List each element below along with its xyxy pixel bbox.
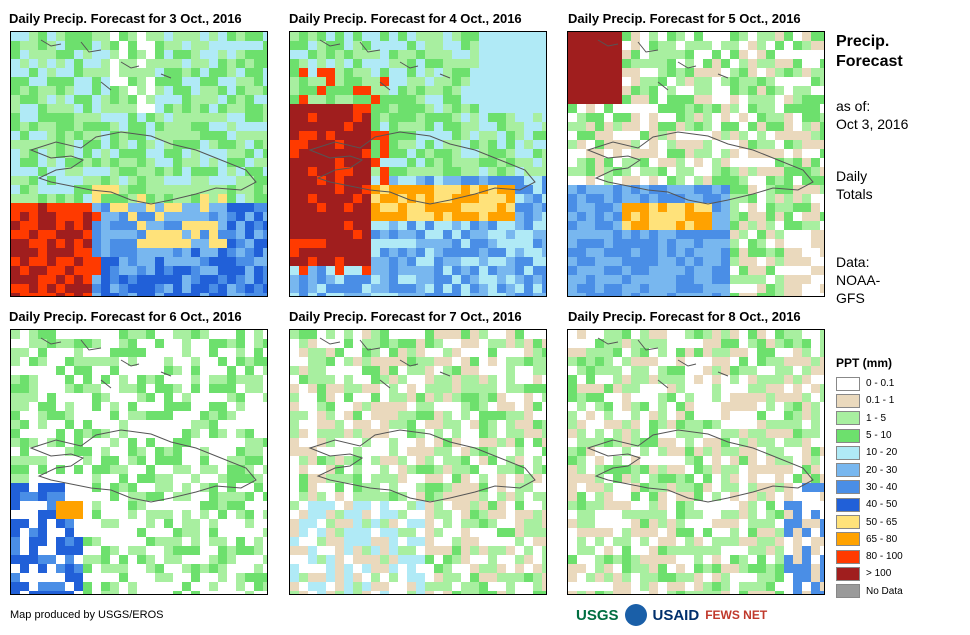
legend-label: 30 - 40 bbox=[866, 481, 898, 493]
data-source-block: Data: NOAA- GFS bbox=[836, 253, 880, 307]
legend-label: 0.1 - 1 bbox=[866, 395, 895, 407]
legend-rows: 0 - 0.1 0.1 - 1 1 - 5 5 - 10 10 - 20 20 - 30 3… bbox=[836, 375, 903, 600]
panel-title-5: Daily Precip. Forecast for 7 Oct., 2016 bbox=[289, 309, 522, 324]
ppt-legend: PPT (mm) 0 - 0.1 0.1 - 1 1 - 5 5 - 10 10 - 2… bbox=[836, 356, 903, 600]
legend-label: 20 - 30 bbox=[866, 464, 898, 476]
bahamas-outline bbox=[40, 39, 172, 91]
legend-swatch bbox=[836, 428, 860, 443]
side-title-line1: Precip. bbox=[836, 33, 890, 50]
legend-item: 65 - 80 bbox=[836, 531, 903, 548]
precip-raster bbox=[290, 32, 546, 296]
legend-swatch bbox=[836, 463, 860, 478]
as-of-block: as of: Oct 3, 2016 bbox=[836, 97, 908, 133]
legend-label: 40 - 50 bbox=[866, 499, 898, 511]
legend-label: No Data bbox=[866, 585, 903, 597]
legend-label: 10 - 20 bbox=[866, 447, 898, 459]
hispaniola-outline bbox=[586, 429, 814, 503]
forecast-map-2 bbox=[289, 31, 547, 297]
usaid-logo: USAID bbox=[652, 606, 700, 624]
legend-swatch bbox=[836, 584, 860, 599]
legend-swatch bbox=[836, 376, 860, 391]
panel-title-2: Daily Precip. Forecast for 4 Oct., 2016 bbox=[289, 11, 522, 26]
legend-swatch bbox=[836, 532, 860, 547]
forecast-map-3 bbox=[567, 31, 825, 297]
side-title-line2: Forecast bbox=[836, 53, 903, 70]
legend-item: 1 - 5 bbox=[836, 410, 903, 427]
bahamas-outline bbox=[319, 337, 451, 389]
totals-line1: Daily bbox=[836, 168, 868, 184]
legend-item: 0 - 0.1 bbox=[836, 375, 903, 392]
totals-block: Daily Totals bbox=[836, 167, 873, 203]
legend-item: 40 - 50 bbox=[836, 496, 903, 513]
legend-label: 80 - 100 bbox=[866, 551, 903, 563]
forecast-map-4 bbox=[10, 329, 268, 595]
legend-item: 20 - 30 bbox=[836, 461, 903, 478]
legend-label: 0 - 0.1 bbox=[866, 378, 895, 390]
noaa-logo-icon bbox=[624, 604, 647, 626]
legend-swatch bbox=[836, 515, 860, 530]
credit-text: Map produced by USGS/EROS bbox=[10, 609, 164, 621]
forecast-map-6 bbox=[567, 329, 825, 595]
panel-title-6: Daily Precip. Forecast for 8 Oct., 2016 bbox=[568, 309, 801, 324]
precip-raster bbox=[11, 330, 267, 594]
side-title: Precip. Forecast bbox=[836, 32, 903, 72]
legend-title: PPT (mm) bbox=[836, 356, 893, 370]
legend-label: 50 - 65 bbox=[866, 516, 898, 528]
fewsnet-logo: FEWS NET bbox=[705, 608, 768, 622]
legend-label: 1 - 5 bbox=[866, 412, 887, 424]
bahamas-outline bbox=[597, 337, 729, 389]
legend-item: 50 - 65 bbox=[836, 513, 903, 530]
forecast-map-1 bbox=[10, 31, 268, 297]
hispaniola-outline bbox=[29, 429, 257, 503]
hispaniola-outline bbox=[308, 429, 536, 503]
totals-line2: Totals bbox=[836, 186, 873, 202]
as-of-label: as of: bbox=[836, 98, 871, 114]
legend-swatch bbox=[836, 566, 860, 581]
legend-swatch bbox=[836, 445, 860, 460]
legend-swatch bbox=[836, 497, 860, 512]
legend-item: 80 - 100 bbox=[836, 548, 903, 565]
legend-item: 10 - 20 bbox=[836, 444, 903, 461]
bahamas-outline bbox=[597, 39, 729, 91]
hispaniola-outline bbox=[586, 131, 814, 205]
agency-logos: USGS USAID FEWS NET bbox=[576, 600, 767, 630]
legend-item: 5 - 10 bbox=[836, 427, 903, 444]
legend-item: > 100 bbox=[836, 565, 903, 582]
precip-raster bbox=[11, 32, 267, 296]
bahamas-outline bbox=[40, 337, 172, 389]
panel-title-3: Daily Precip. Forecast for 5 Oct., 2016 bbox=[568, 11, 801, 26]
forecast-map-5 bbox=[289, 329, 547, 595]
hispaniola-outline bbox=[29, 131, 257, 205]
as-of-date: Oct 3, 2016 bbox=[836, 116, 909, 132]
legend-label: > 100 bbox=[866, 568, 892, 580]
bahamas-outline bbox=[319, 39, 451, 91]
panel-title-1: Daily Precip. Forecast for 3 Oct., 2016 bbox=[9, 11, 242, 26]
legend-label: 5 - 10 bbox=[866, 430, 892, 442]
legend-item: 30 - 40 bbox=[836, 479, 903, 496]
precip-raster bbox=[568, 330, 824, 594]
panel-title-4: Daily Precip. Forecast for 6 Oct., 2016 bbox=[9, 309, 242, 324]
legend-item: No Data bbox=[836, 583, 903, 600]
legend-item: 0.1 - 1 bbox=[836, 392, 903, 409]
data-source-line2: NOAA- bbox=[836, 272, 881, 288]
precip-raster bbox=[568, 32, 824, 296]
legend-swatch bbox=[836, 393, 860, 408]
legend-label: 65 - 80 bbox=[866, 533, 898, 545]
legend-swatch bbox=[836, 411, 860, 426]
data-source-line3: GFS bbox=[836, 290, 865, 306]
legend-swatch bbox=[836, 549, 860, 564]
precip-raster bbox=[290, 330, 546, 594]
usgs-logo: USGS bbox=[576, 606, 619, 624]
hispaniola-outline bbox=[308, 131, 536, 205]
legend-swatch bbox=[836, 480, 860, 495]
data-source-line1: Data: bbox=[836, 254, 870, 270]
